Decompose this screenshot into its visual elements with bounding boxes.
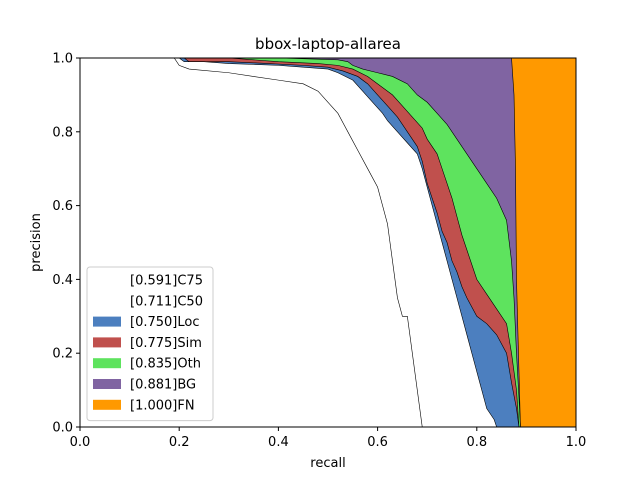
- legend-swatch: [93, 379, 121, 389]
- legend-swatch: [93, 316, 121, 327]
- legend-swatch: [93, 275, 121, 285]
- y-axis-label: precision: [29, 213, 44, 272]
- y-tick-label: 0.8: [52, 125, 73, 140]
- axes: 0.0 0.2 0.4 0.6 0.8 1.0 0.0 0.2 0.4 0.6 0.8 1.0: [52, 52, 586, 451]
- legend-label: [0.711]C50: [130, 294, 203, 309]
- x-tick-label: 0.6: [367, 435, 388, 450]
- y-tick-label: 0.6: [52, 199, 73, 214]
- legend-swatch: [93, 337, 121, 348]
- legend-label: [1.000]FN: [130, 398, 195, 413]
- legend-swatch: [93, 295, 121, 306]
- legend-label: [0.775]Sim: [130, 336, 202, 351]
- legend-label: [0.591]C75: [130, 274, 203, 289]
- legend-label: [0.750]Loc: [130, 315, 199, 330]
- legend-swatch: [93, 399, 121, 410]
- y-tick-label: 0.0: [52, 421, 73, 436]
- chart-title: bbox-laptop-allarea: [255, 35, 401, 53]
- x-tick-label: 0.2: [169, 435, 190, 450]
- x-tick-label: 0.0: [70, 435, 91, 450]
- x-tick-label: 0.8: [466, 435, 487, 450]
- x-tick-label: 1.0: [566, 435, 587, 450]
- x-tick-label: 0.4: [268, 435, 289, 450]
- legend-swatch: [93, 358, 121, 369]
- y-tick-label: 1.0: [52, 52, 73, 67]
- x-axis-label: recall: [310, 456, 345, 471]
- axes-frame: [79, 57, 577, 428]
- legend-label: [0.835]Oth: [130, 357, 201, 372]
- legend-label: [0.881]BG: [130, 378, 196, 393]
- y-tick-label: 0.2: [52, 347, 73, 362]
- legend: [0.591]C75 [0.711]C50 [0.750]Loc [0.775]Sim…: [86, 266, 214, 422]
- y-tick-label: 0.4: [52, 273, 73, 288]
